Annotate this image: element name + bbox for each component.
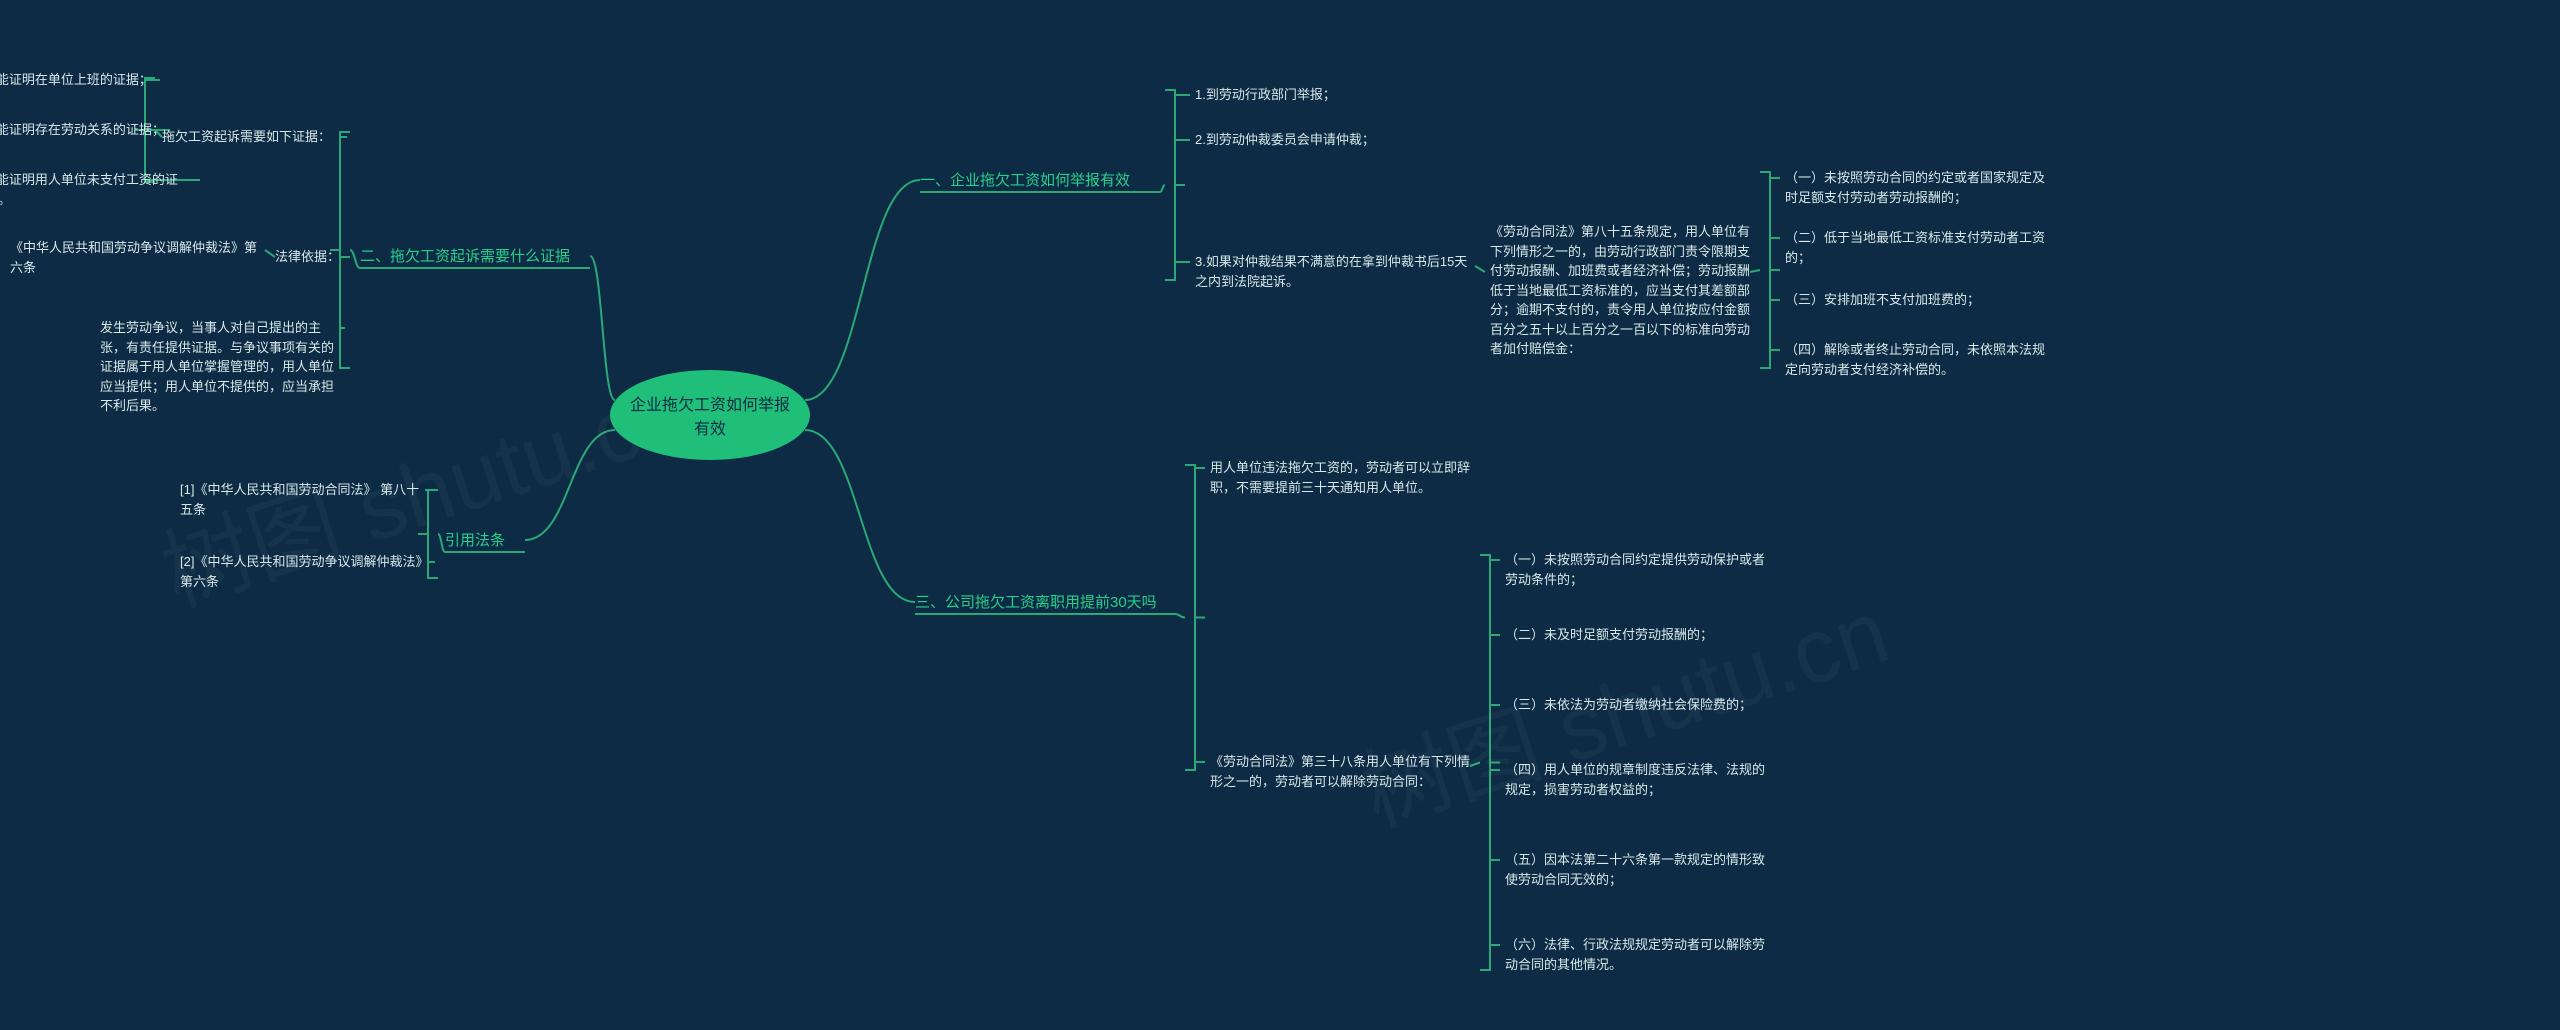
leaf-text: （二）低于当地最低工资标准支付劳动者工资的； [1785, 228, 2045, 267]
leaf-text: （二）未及时足额支付劳动报酬的； [1505, 625, 1765, 645]
leaf-text: 法律依据： [275, 247, 345, 267]
leaf-text: 3.能证明用人单位未支付工资的证据。 [0, 170, 195, 209]
leaf-text: 《劳动合同法》第八十五条规定，用人单位有下列情形之一的，由劳动行政部门责令限期支… [1490, 222, 1750, 359]
leaf-text: 拖欠工资起诉需要如下证据： [162, 127, 342, 147]
leaf-text: （五）因本法第二十六条第一款规定的情形致使劳动合同无效的； [1505, 850, 1765, 889]
leaf-text: 1.能证明在单位上班的证据； [0, 70, 155, 90]
branch-label: 引用法条 [445, 530, 525, 553]
leaf-text: 发生劳动争议，当事人对自己提出的主张，有责任提供证据。与争议事项有关的证据属于用… [100, 318, 340, 416]
leaf-text: 2.到劳动仲裁委员会申请仲裁； [1195, 130, 1495, 150]
leaf-text: （四）用人单位的规章制度违反法律、法规的规定，损害劳动者权益的； [1505, 760, 1765, 799]
leaf-text: [2]《中华人民共和国劳动争议调解仲裁法》第六条 [180, 552, 430, 591]
leaf-text: 2.能证明存在劳动关系的证据； [0, 120, 165, 140]
leaf-text: 《劳动合同法》第三十八条用人单位有下列情形之一的，劳动者可以解除劳动合同： [1210, 752, 1470, 791]
leaf-text: （三）安排加班不支付加班费的； [1785, 290, 2045, 310]
leaf-text: （一）未按照劳动合同约定提供劳动保护或者劳动条件的； [1505, 550, 1765, 589]
leaf-text: 《中华人民共和国劳动争议调解仲裁法》第六条 [10, 238, 260, 277]
leaf-text: （三）未依法为劳动者缴纳社会保险费的； [1505, 695, 1765, 715]
leaf-text: 用人单位违法拖欠工资的，劳动者可以立即辞职，不需要提前三十天通知用人单位。 [1210, 458, 1470, 497]
leaf-text: （四）解除或者终止劳动合同，未依照本法规定向劳动者支付经济补偿的。 [1785, 340, 2045, 379]
branch-label: 一、企业拖欠工资如何举报有效 [920, 170, 1160, 193]
leaf-text: [1]《中华人民共和国劳动合同法》 第八十五条 [180, 480, 420, 519]
leaf-text: （一）未按照劳动合同的约定或者国家规定及时足额支付劳动者劳动报酬的； [1785, 168, 2045, 207]
leaf-text: 3.如果对仲裁结果不满意的在拿到仲裁书后15天之内到法院起诉。 [1195, 252, 1475, 291]
leaf-text: （六）法律、行政法规规定劳动者可以解除劳动合同的其他情况。 [1505, 935, 1765, 974]
center-topic: 企业拖欠工资如何举报有效 [610, 370, 810, 460]
branch-label: 二、拖欠工资起诉需要什么证据 [360, 246, 590, 269]
leaf-text: 1.到劳动行政部门举报； [1195, 85, 1495, 105]
branch-label: 三、公司拖欠工资离职用提前30天吗 [915, 592, 1175, 615]
